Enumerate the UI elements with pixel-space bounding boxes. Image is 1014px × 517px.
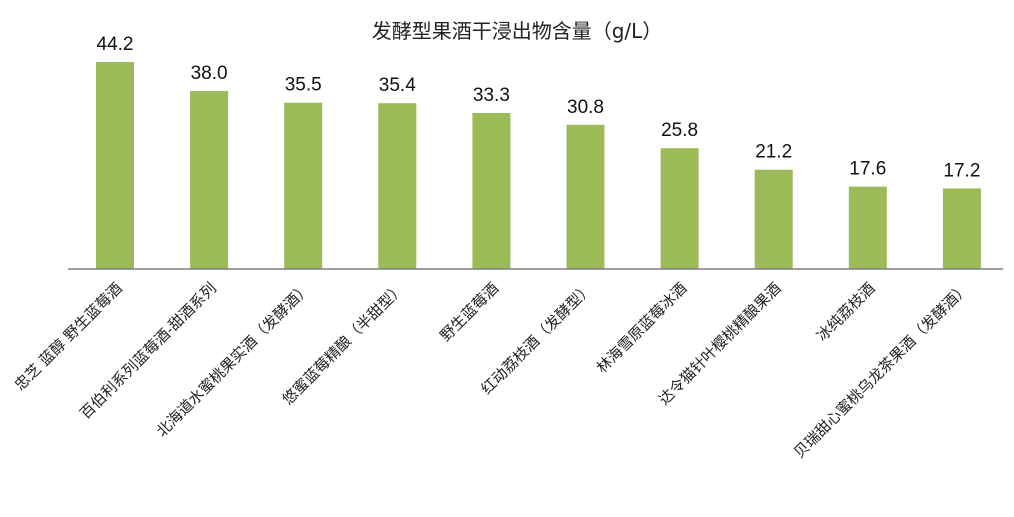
bar bbox=[96, 62, 134, 269]
x-tick-label: 野生蓝莓酒 bbox=[436, 279, 502, 345]
bar bbox=[472, 113, 511, 269]
data-label: 33.3 bbox=[473, 85, 510, 106]
x-tick-label: 林海雪原蓝莓冰酒 bbox=[593, 279, 691, 377]
bar bbox=[848, 186, 887, 269]
bar bbox=[754, 169, 793, 269]
x-tick-label: 冰纯荔枝酒 bbox=[813, 279, 879, 345]
bar bbox=[566, 124, 605, 269]
data-label: 17.6 bbox=[849, 159, 886, 180]
chart-title: 发酵型果酒干浸出物含量（g/L） bbox=[372, 19, 663, 43]
data-label: 21.2 bbox=[755, 142, 792, 163]
bar bbox=[378, 103, 417, 269]
bar bbox=[660, 148, 699, 269]
data-label: 44.2 bbox=[97, 34, 134, 55]
data-label: 35.5 bbox=[285, 75, 322, 96]
x-tick-label: 北海道水蜜桃果实酒（发酵酒） bbox=[153, 279, 314, 440]
bar bbox=[190, 91, 229, 269]
bar bbox=[284, 102, 323, 269]
data-label: 30.8 bbox=[567, 97, 604, 118]
data-label: 17.2 bbox=[943, 160, 980, 181]
data-labels-layer: 44.2 38.0 35.5 35.4 33.3 30.8 25.8 21.2 17.6 17.2 bbox=[97, 34, 981, 181]
tick-labels-layer: 忠芝 蓝醇 野生蓝莓酒百伯利系列蓝莓酒-甜酒系列北海道水蜜桃果实酒（发酵酒）悠蜜… bbox=[11, 279, 973, 461]
data-label: 25.8 bbox=[661, 120, 698, 141]
bar bbox=[942, 188, 981, 269]
data-label: 38.0 bbox=[191, 63, 228, 84]
bars-layer bbox=[96, 62, 981, 269]
data-label: 35.4 bbox=[379, 75, 416, 96]
x-tick-label: 贝瑞甜心蜜桃乌龙茶果酒（发酵酒） bbox=[790, 279, 972, 461]
